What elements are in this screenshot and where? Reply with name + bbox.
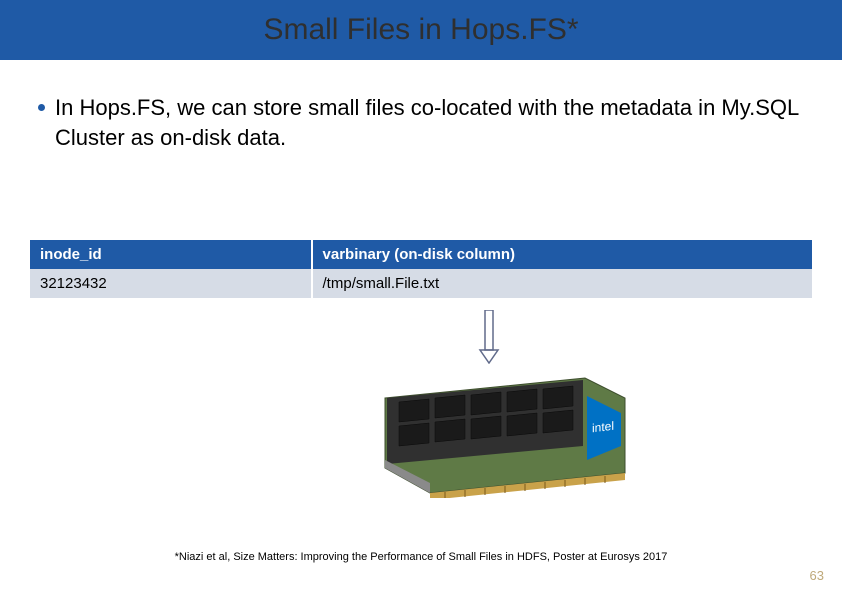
bullet-dot-icon: [38, 104, 45, 111]
intel-label: intel: [592, 419, 614, 436]
inode-table: inode_id varbinary (on-disk column) 3212…: [30, 240, 812, 298]
down-arrow-icon: [478, 310, 500, 364]
table-row: 32123432 /tmp/small.File.txt: [30, 269, 812, 298]
page-number: 63: [810, 568, 824, 583]
title-bar: Small Files in Hops.FS*: [0, 0, 842, 60]
slide: Small Files in Hops.FS* In Hops.FS, we c…: [0, 0, 842, 595]
bullet-block: In Hops.FS, we can store small files co-…: [38, 93, 804, 152]
table-cell: /tmp/small.File.txt: [312, 269, 812, 298]
table-header-cell: varbinary (on-disk column): [312, 240, 812, 269]
table-header-cell: inode_id: [30, 240, 312, 269]
citation-text: *Niazi et al, Size Matters: Improving th…: [0, 551, 842, 563]
ssd-card-icon: intel: [375, 368, 635, 498]
table-header-row: inode_id varbinary (on-disk column): [30, 240, 812, 269]
bullet-item: In Hops.FS, we can store small files co-…: [38, 93, 804, 152]
slide-title: Small Files in Hops.FS*: [263, 13, 578, 47]
table-cell: 32123432: [30, 269, 312, 298]
bullet-text: In Hops.FS, we can store small files co-…: [55, 93, 804, 152]
